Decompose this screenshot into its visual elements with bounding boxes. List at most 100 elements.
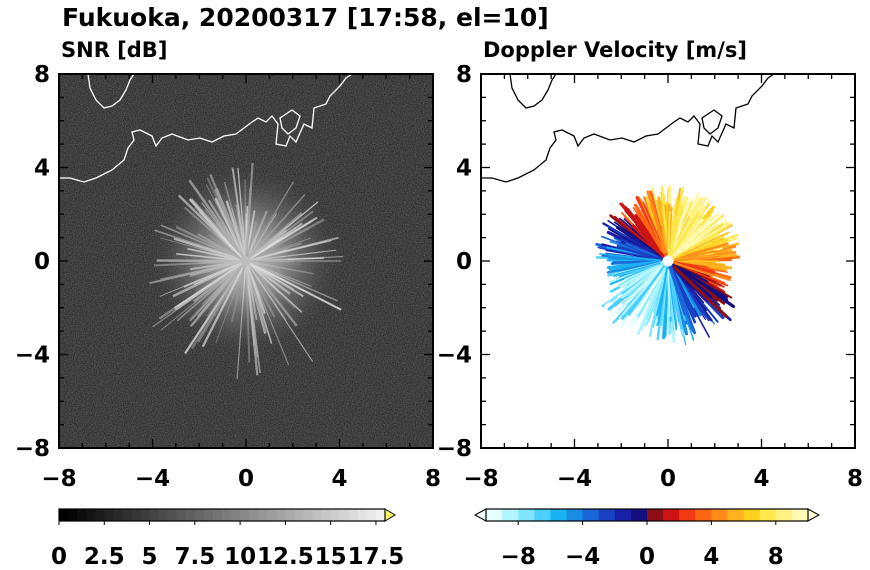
snr-echo-ray — [214, 197, 248, 262]
doppler-colorbar-segment — [759, 509, 777, 521]
snr-colorbar-label: 10 — [224, 544, 256, 570]
doppler-echo-ray — [671, 265, 694, 295]
doppler-x-tick-label: −4 — [557, 466, 592, 492]
doppler-echo-ray — [676, 260, 733, 270]
doppler-x-tick-label: 4 — [753, 466, 769, 492]
snr-echo-ray — [245, 194, 306, 262]
doppler-coastline — [481, 74, 775, 183]
doppler-axes: −8 8 −4 4 0 0 4 −4 8 −8 — [437, 62, 863, 492]
doppler-colorbar-segment — [663, 509, 680, 521]
snr-echo-ray — [244, 260, 259, 376]
snr-colorbar-label: 12.5 — [257, 544, 314, 570]
figure-title: Fukuoka, 20200317 [17:58, el=10] — [62, 3, 549, 32]
snr-colorbar-segment — [294, 509, 304, 521]
doppler-colorbar-segment — [582, 509, 600, 521]
snr-echo-ray — [245, 216, 318, 262]
doppler-colorbar-label: 8 — [768, 544, 784, 570]
snr-radar-center — [241, 256, 251, 266]
snr-colorbar-label: 0 — [51, 544, 67, 570]
snr-echo-ray — [175, 226, 247, 262]
doppler-echo-ray — [606, 260, 662, 269]
snr-colorbar-segment — [339, 509, 350, 521]
doppler-echo-ray — [628, 266, 666, 327]
snr-echo-ray — [159, 237, 247, 262]
snr-y-tick-label: −4 — [15, 343, 50, 369]
doppler-echo-ray — [674, 227, 711, 257]
doppler-echo-ray — [597, 246, 663, 261]
snr-colorbar-segment — [321, 509, 332, 521]
doppler-echo-ray — [625, 242, 661, 259]
doppler-colorbar-segment — [727, 509, 744, 521]
doppler-echo-ray — [616, 245, 663, 261]
doppler-y-tick-label: 8 — [456, 62, 472, 88]
snr-echo-ray — [175, 225, 247, 262]
doppler-y-tick-label: 0 — [456, 249, 472, 275]
snr-echo-ray — [237, 167, 247, 262]
snr-echo-ray — [188, 179, 248, 262]
snr-colorbar-segment — [68, 509, 78, 521]
snr-y-tick-label: 4 — [34, 156, 50, 182]
snr-colorbar-segment — [95, 509, 105, 521]
snr-echo-ray — [177, 194, 247, 262]
snr-echo-ray — [197, 233, 247, 262]
doppler-echo-ray — [658, 207, 668, 253]
snr-colorbar-frame — [58, 508, 386, 522]
snr-colorbar-segment — [122, 509, 132, 521]
doppler-colorbar-segment — [550, 509, 567, 521]
snr-colorbar-segment — [375, 509, 386, 521]
snr-colorbar-segment — [240, 509, 250, 521]
doppler-panel-title: Doppler Velocity [m/s] — [483, 38, 747, 62]
snr-coastline-north — [87, 74, 135, 109]
snr-echo-ray — [207, 260, 247, 318]
snr-x-tick-label: −4 — [135, 466, 170, 492]
snr-echo-ray — [245, 259, 291, 295]
doppler-echo-ray — [675, 264, 722, 286]
snr-colorbar-segment — [312, 509, 323, 521]
snr-coastline-island — [279, 109, 301, 135]
doppler-colorbar-label: 4 — [703, 544, 719, 570]
doppler-echo-ray — [674, 250, 718, 261]
snr-echo-ray — [245, 260, 338, 302]
snr-colorbar: 0 2.5 5 7.5 10 12.5 15 17.5 — [51, 508, 404, 570]
doppler-radar-center — [662, 255, 674, 267]
snr-echo-ray — [245, 260, 276, 318]
snr-echo-ray — [199, 248, 247, 262]
doppler-colorbar-extend-max — [807, 508, 821, 522]
doppler-echo-ray — [636, 267, 667, 336]
doppler-echo-ray — [633, 264, 663, 288]
snr-echo-rays — [149, 162, 344, 379]
doppler-echo-ray — [619, 202, 665, 257]
doppler-colorbar-segment — [518, 509, 535, 521]
doppler-echo-ray — [675, 263, 720, 283]
doppler-colorbar-segment — [534, 509, 551, 521]
doppler-colorbar-segment — [679, 509, 696, 521]
doppler-coastline-north — [509, 74, 557, 109]
doppler-colorbar-segment — [614, 509, 632, 521]
snr-colorbar-segment — [158, 509, 169, 521]
snr-colorbar-extend-max — [384, 508, 396, 522]
snr-echo-ray — [244, 260, 266, 314]
snr-colorbar-label: 5 — [142, 544, 158, 570]
doppler-echo-ray — [631, 224, 666, 259]
snr-colorbar-label: 15 — [315, 544, 347, 570]
doppler-echo-ray — [617, 265, 664, 311]
snr-echo-ray — [245, 260, 298, 327]
doppler-echo-ray — [674, 231, 730, 259]
doppler-panel: Doppler Velocity [m/s] −8 8 −4 4 0 0 4 −4 8 −8 — [437, 38, 863, 492]
snr-echo-ray — [245, 260, 314, 362]
snr-echo-ray — [245, 181, 294, 262]
snr-colorbar-segment — [276, 509, 286, 521]
snr-colorbar-segment — [231, 509, 241, 521]
doppler-echo-ray — [668, 268, 684, 330]
doppler-y-tick-label: −4 — [437, 343, 472, 369]
snr-echo-ray — [154, 229, 247, 262]
snr-echo-ray — [235, 204, 247, 262]
snr-colorbar-label: 2.5 — [84, 544, 125, 570]
doppler-echo-ray — [661, 267, 669, 327]
doppler-echo-ray — [637, 207, 665, 255]
snr-colorbar-segment — [104, 509, 114, 521]
doppler-echo-ray — [675, 242, 729, 260]
snr-colorbar-segment — [140, 509, 150, 521]
snr-echo-ray — [245, 260, 314, 275]
